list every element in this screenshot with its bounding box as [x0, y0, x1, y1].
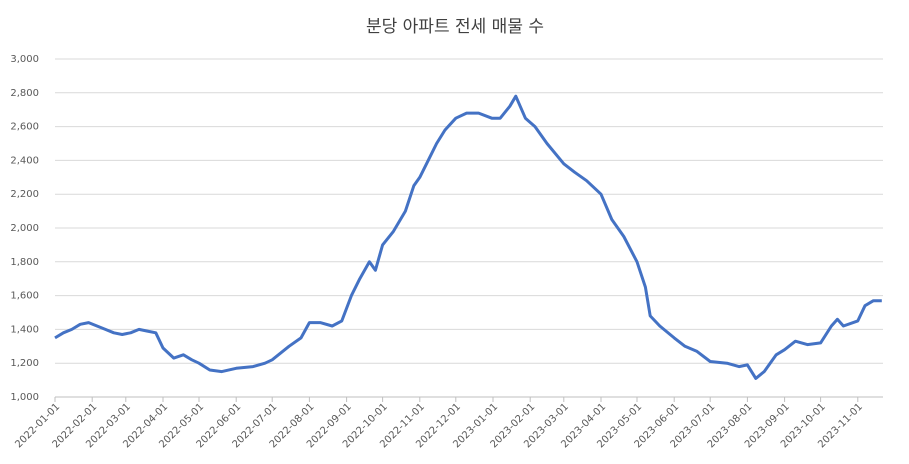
y-tick-label: 2,600	[10, 122, 39, 133]
y-tick-label: 1,600	[10, 291, 39, 302]
y-tick-label: 1,400	[10, 324, 39, 335]
y-tick-label: 1,800	[10, 257, 39, 268]
chart-title: 분당 아파트 전세 매물 수	[366, 17, 544, 37]
y-tick-label: 1,000	[10, 392, 39, 403]
data-line	[54, 94, 882, 380]
y-tick-label: 2,800	[10, 88, 39, 99]
y-tick-label: 2,000	[10, 223, 39, 234]
y-tick-label: 3,000	[10, 54, 39, 65]
y-tick-label: 2,400	[10, 155, 39, 166]
y-tick-label: 1,200	[10, 358, 39, 369]
y-tick-label: 2,200	[10, 189, 39, 200]
